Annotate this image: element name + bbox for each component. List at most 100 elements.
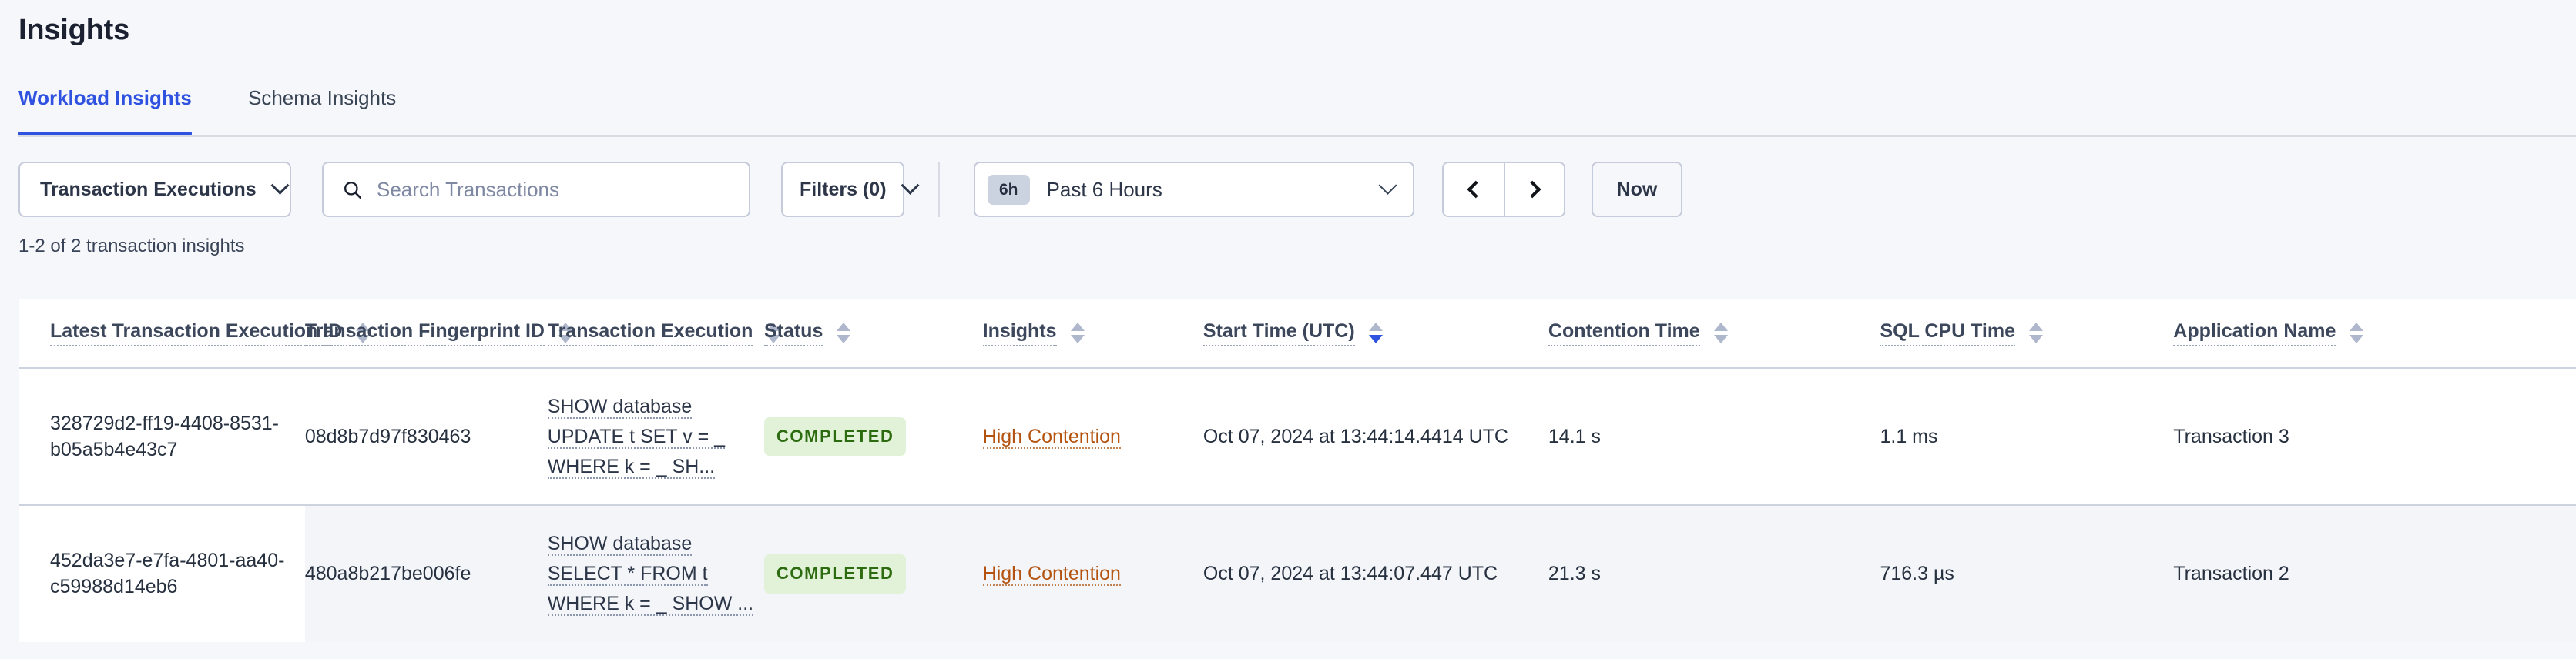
filters-dropdown[interactable]: Filters (0) [781, 162, 920, 217]
sort-asc-icon [1070, 323, 1085, 331]
column-header-transaction-execution[interactable]: Transaction Execution [547, 299, 781, 368]
filters-label: Filters (0) [800, 178, 887, 200]
cell-application-name: Transaction 3 [2173, 366, 2576, 506]
sort-asc-icon [558, 323, 572, 331]
sort-desc-icon [2350, 335, 2364, 343]
sql-cpu-time-value: 1.1 ms [1880, 425, 1938, 447]
tab-workload-insights-label: Workload Insights [18, 86, 192, 109]
column-header-label: Transaction Execution [547, 320, 753, 346]
time-range-label: Past 6 Hours [1046, 177, 1162, 201]
sort-desc-icon [558, 335, 572, 343]
sort-toggle[interactable] [2350, 323, 2364, 343]
now-button[interactable]: Now [1592, 162, 1682, 217]
status-badge: COMPLETED [763, 554, 907, 594]
results-count: 1-2 of 2 transaction insights [18, 236, 245, 256]
time-range-picker[interactable]: 6h Past 6 Hours [974, 162, 1414, 217]
sort-asc-icon [1368, 323, 1383, 331]
execution-id-value: 328729d2-ff19-4408-8531-b05a5b4e43c7 [50, 412, 280, 461]
application-name-value: Transaction 3 [2173, 425, 2289, 447]
column-header-label: Latest Transaction Execution ID [50, 320, 343, 346]
column-header-label: Status [763, 320, 823, 346]
column-header-label: Transaction Fingerprint ID [304, 320, 545, 346]
chevron-right-icon [1523, 180, 1541, 199]
execution-id-value: 452da3e7-e7fa-4801-aa40-c59988d14eb6 [50, 549, 285, 598]
chevron-left-icon [1467, 180, 1485, 199]
insight-link[interactable]: High Contention [982, 563, 1121, 586]
cell-status: COMPLETED [763, 504, 983, 642]
column-header-label: SQL CPU Time [1880, 320, 2015, 346]
start-time-value: Oct 07, 2024 at 13:44:07.447 UTC [1202, 563, 1498, 585]
cell-execution-id: 328729d2-ff19-4408-8531-b05a5b4e43c7 [19, 366, 305, 506]
sort-toggle[interactable] [558, 323, 572, 343]
sort-toggle[interactable] [1070, 323, 1085, 343]
application-name-value: Transaction 2 [2173, 563, 2289, 585]
table-header-row: Latest Transaction Execution ID Transact… [19, 299, 2576, 368]
cell-start-time: Oct 07, 2024 at 13:44:14.4414 UTC [1202, 366, 1548, 506]
chevron-down-icon [901, 176, 920, 195]
sort-toggle[interactable] [1368, 323, 1383, 343]
sort-desc-icon [2028, 335, 2043, 343]
table-row[interactable]: 452da3e7-e7fa-4801-aa40-c59988d14eb6 480… [19, 504, 2576, 642]
cell-sql-cpu-time: 1.1 ms [1880, 366, 2174, 506]
toolbar-divider [938, 162, 940, 217]
tab-workload-insights[interactable]: Workload Insights [18, 85, 192, 135]
sort-desc-icon [1070, 335, 1085, 343]
toolbar: Transaction Executions Search Transactio… [18, 162, 1682, 217]
fingerprint-id-value: 08d8b7d97f830463 [304, 425, 471, 447]
tab-bar-divider [18, 135, 2576, 137]
chevron-down-icon [270, 176, 290, 195]
transaction-execution-link[interactable]: SHOW database SELECT * FROM t WHERE k = … [547, 533, 754, 616]
column-header-sql-cpu-time[interactable]: SQL CPU Time [1880, 299, 2174, 368]
column-header-start-time-utc[interactable]: Start Time (UTC) [1202, 299, 1548, 368]
sort-toggle[interactable] [2028, 323, 2043, 343]
cell-start-time: Oct 07, 2024 at 13:44:07.447 UTC [1202, 504, 1548, 642]
time-range-badge: 6h [988, 174, 1030, 205]
insight-link[interactable]: High Contention [982, 425, 1121, 449]
transaction-execution-link[interactable]: SHOW database UPDATE t SET v = _ WHERE k… [547, 396, 726, 479]
sort-asc-icon [1713, 323, 1728, 331]
now-button-label: Now [1616, 178, 1658, 200]
tab-schema-insights[interactable]: Schema Insights [248, 85, 396, 135]
sort-desc-icon [356, 335, 371, 343]
cell-insights: High Contention [982, 504, 1203, 642]
fingerprint-id-value: 480a8b217be006fe [304, 563, 471, 585]
sort-toggle[interactable] [766, 323, 781, 343]
sort-asc-icon [766, 323, 781, 331]
cell-fingerprint-id: 08d8b7d97f830463 [304, 366, 548, 506]
next-time-range-button[interactable] [1504, 163, 1564, 216]
view-selector-dropdown[interactable]: Transaction Executions [18, 162, 291, 217]
column-header-insights[interactable]: Insights [982, 299, 1203, 368]
column-header-contention-time[interactable]: Contention Time [1548, 299, 1880, 368]
cell-sql-cpu-time: 716.3 µs [1880, 504, 2174, 642]
cell-contention-time: 21.3 s [1548, 504, 1880, 642]
column-header-application-name[interactable]: Application Name [2173, 299, 2576, 368]
table-row[interactable]: 328729d2-ff19-4408-8531-b05a5b4e43c7 08d… [19, 366, 2576, 506]
sort-desc-icon [766, 335, 781, 343]
cell-transaction-execution: SHOW database UPDATE t SET v = _ WHERE k… [547, 366, 764, 506]
sort-asc-icon [837, 323, 851, 331]
sort-desc-icon [1368, 335, 1383, 343]
page-title: Insights [18, 14, 130, 46]
sort-desc-icon [837, 335, 851, 343]
sort-toggle[interactable] [356, 323, 371, 343]
cell-execution-id: 452da3e7-e7fa-4801-aa40-c59988d14eb6 [19, 504, 305, 642]
tab-bar: Workload Insights Schema Insights [0, 85, 2576, 137]
prev-time-range-button[interactable] [1444, 163, 1504, 216]
time-nav-group [1442, 162, 1565, 217]
sort-asc-icon [356, 323, 371, 331]
search-input[interactable]: Search Transactions [322, 162, 750, 217]
column-header-status[interactable]: Status [763, 299, 983, 368]
start-time-value: Oct 07, 2024 at 13:44:14.4414 UTC [1202, 425, 1508, 447]
tab-schema-insights-label: Schema Insights [248, 86, 397, 109]
cell-status: COMPLETED [763, 366, 983, 506]
sort-toggle[interactable] [837, 323, 851, 343]
chevron-down-icon [1378, 176, 1397, 195]
search-input-placeholder: Search Transactions [377, 177, 560, 201]
sort-toggle[interactable] [1713, 323, 1728, 343]
column-header-label: Start Time (UTC) [1202, 320, 1355, 346]
column-header-transaction-fingerprint-id[interactable]: Transaction Fingerprint ID [304, 299, 572, 368]
sort-asc-icon [2028, 323, 2043, 331]
column-header-latest-transaction-execution-id[interactable]: Latest Transaction Execution ID [19, 299, 371, 368]
insights-table: Latest Transaction Execution ID Transact… [19, 299, 2576, 642]
